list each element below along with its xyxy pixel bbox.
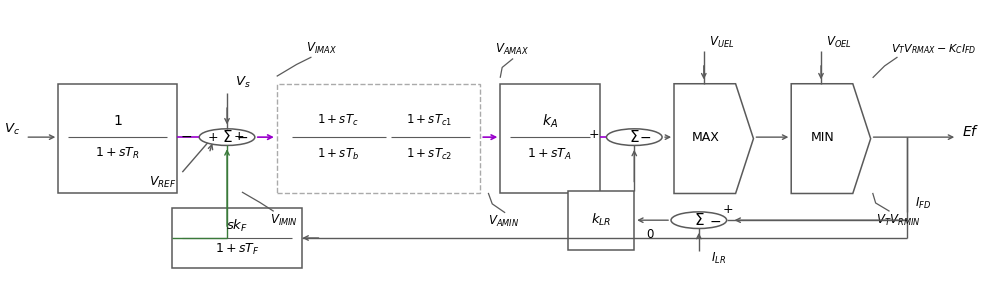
Text: $+$: $+$ <box>233 130 244 143</box>
Text: $k_{LR}$: $k_{LR}$ <box>591 212 611 228</box>
Text: $I_{FD}$: $I_{FD}$ <box>915 196 932 211</box>
Bar <box>568 190 634 250</box>
Text: $V_{OEL}$: $V_{OEL}$ <box>826 35 852 50</box>
Text: $\Sigma$: $\Sigma$ <box>629 129 640 145</box>
Bar <box>500 84 600 193</box>
Text: $+$: $+$ <box>722 203 733 216</box>
Text: $1+sT_c$: $1+sT_c$ <box>317 113 359 128</box>
Bar <box>58 84 177 193</box>
Text: $+$: $+$ <box>207 131 218 144</box>
Circle shape <box>671 212 727 229</box>
Text: $\Sigma$: $\Sigma$ <box>222 129 232 145</box>
Text: $V_T V_{RMIN}$: $V_T V_{RMIN}$ <box>876 213 920 228</box>
Bar <box>172 208 302 268</box>
Text: MAX: MAX <box>692 131 720 144</box>
Text: $1+sT_A$: $1+sT_A$ <box>527 148 572 162</box>
Text: $1+sT_{c1}$: $1+sT_{c1}$ <box>406 113 452 128</box>
Text: $V_{UEL}$: $V_{UEL}$ <box>709 35 734 50</box>
Text: $V_{IMAX}$: $V_{IMAX}$ <box>306 41 337 55</box>
Text: $-$: $-$ <box>236 130 248 144</box>
Text: $-$: $-$ <box>180 129 192 143</box>
Text: $V_c$: $V_c$ <box>4 122 20 137</box>
Text: $1+sT_b$: $1+sT_b$ <box>317 148 359 162</box>
Text: $1$: $1$ <box>113 114 123 128</box>
Text: $1+sT_R$: $1+sT_R$ <box>95 146 140 161</box>
Text: $1+sT_F$: $1+sT_F$ <box>215 242 259 257</box>
Text: $-$: $-$ <box>709 214 721 228</box>
Text: $V_{IMIN}$: $V_{IMIN}$ <box>270 213 298 228</box>
Polygon shape <box>674 84 753 193</box>
Text: $V_{AMAX}$: $V_{AMAX}$ <box>495 42 529 57</box>
Text: MIN: MIN <box>811 131 835 144</box>
Text: $0$: $0$ <box>646 228 655 240</box>
Text: $V_s$: $V_s$ <box>235 75 251 90</box>
Text: $V_T V_{RMAX} - K_C I_{FD}$: $V_T V_{RMAX} - K_C I_{FD}$ <box>891 42 976 55</box>
Circle shape <box>199 129 255 145</box>
Text: $I_{LR}$: $I_{LR}$ <box>711 251 726 266</box>
Circle shape <box>606 129 662 145</box>
Text: $1+sT_{c2}$: $1+sT_{c2}$ <box>406 148 452 162</box>
Text: $+$: $+$ <box>588 128 599 141</box>
Text: $k_A$: $k_A$ <box>542 112 558 130</box>
Text: $Ef$: $Ef$ <box>962 124 979 139</box>
Polygon shape <box>791 84 871 193</box>
Text: $-$: $-$ <box>639 130 651 144</box>
Text: $\Sigma$: $\Sigma$ <box>694 212 704 228</box>
Text: $sk_F$: $sk_F$ <box>226 218 248 234</box>
Text: $V_{AMIN}$: $V_{AMIN}$ <box>488 214 519 229</box>
Bar <box>277 84 480 193</box>
Text: $V_{REF}$: $V_{REF}$ <box>149 175 176 190</box>
